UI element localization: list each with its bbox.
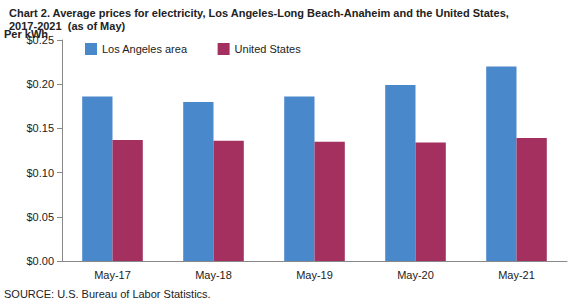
svg-text:$0.10: $0.10 (26, 167, 54, 179)
svg-text:SOURCE: U.S. Bureau of Labor S: SOURCE: U.S. Bureau of Labor Statistics. (4, 288, 211, 300)
svg-text:Los Angeles area: Los Angeles area (102, 43, 188, 55)
svg-text:Chart 2. Average prices for el: Chart 2. Average prices for electricity,… (9, 7, 512, 19)
svg-text:$0.25: $0.25 (26, 34, 54, 46)
svg-text:$0.05: $0.05 (26, 211, 54, 223)
svg-text:May-20: May-20 (397, 269, 434, 281)
svg-text:$0.00: $0.00 (26, 255, 54, 267)
svg-text:2017-2021 (as of May): 2017-2021 (as of May) (9, 20, 126, 32)
svg-text:May-17: May-17 (94, 269, 131, 281)
svg-text:May-19: May-19 (296, 269, 333, 281)
svg-text:May-21: May-21 (498, 269, 535, 281)
svg-text:$0.20: $0.20 (26, 78, 54, 90)
svg-text:United States: United States (235, 43, 302, 55)
svg-text:May-18: May-18 (195, 269, 232, 281)
svg-text:$0.15: $0.15 (26, 122, 54, 134)
